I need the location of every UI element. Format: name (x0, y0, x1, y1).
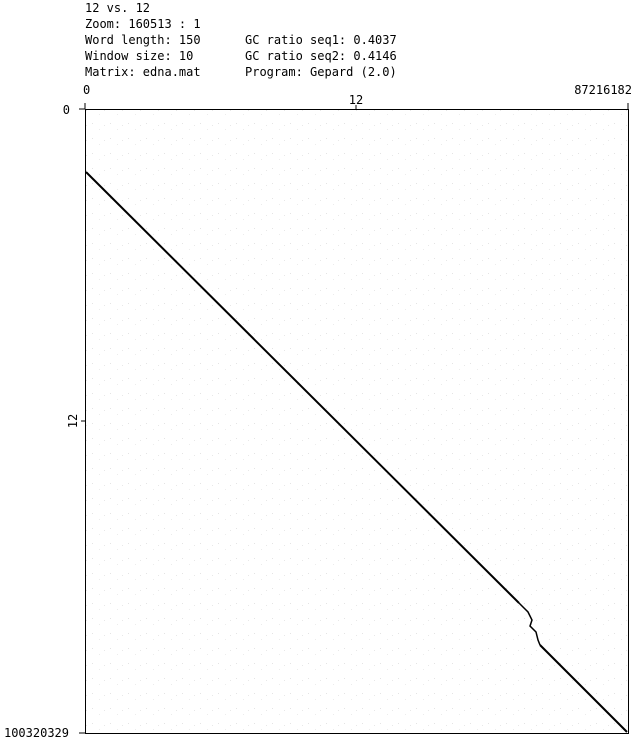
x-axis-start: 0 (83, 83, 90, 97)
x-axis-end: 87216182 (574, 83, 632, 97)
header-title: 12 vs. 12 (85, 1, 150, 15)
diagonal-segment (539, 644, 628, 733)
y-axis: 0 12 100320329 (4, 103, 85, 739)
matrix: Matrix: edna.mat (85, 65, 201, 79)
y-axis-end: 100320329 (4, 726, 69, 739)
word-length: Word length: 150 (85, 33, 201, 47)
x-axis: 0 12 87216182 (83, 83, 632, 109)
alignment (85, 171, 628, 733)
y-axis-label: 12 (66, 414, 80, 428)
diagonal-break (518, 602, 541, 646)
gc-seq1: GC ratio seq1: 0.4037 (245, 33, 397, 47)
window-size: Window size: 10 (85, 49, 193, 63)
y-axis-start: 0 (63, 103, 70, 117)
x-axis-label: 12 (349, 93, 363, 107)
diagonal-segment (85, 171, 520, 604)
plot-area (85, 109, 629, 734)
gc-seq2: GC ratio seq2: 0.4146 (245, 49, 397, 63)
header: 12 vs. 12 Zoom: 160513 : 1 Word length: … (85, 1, 397, 79)
program: Program: Gepard (2.0) (245, 65, 397, 79)
zoom: Zoom: 160513 : 1 (85, 17, 201, 31)
